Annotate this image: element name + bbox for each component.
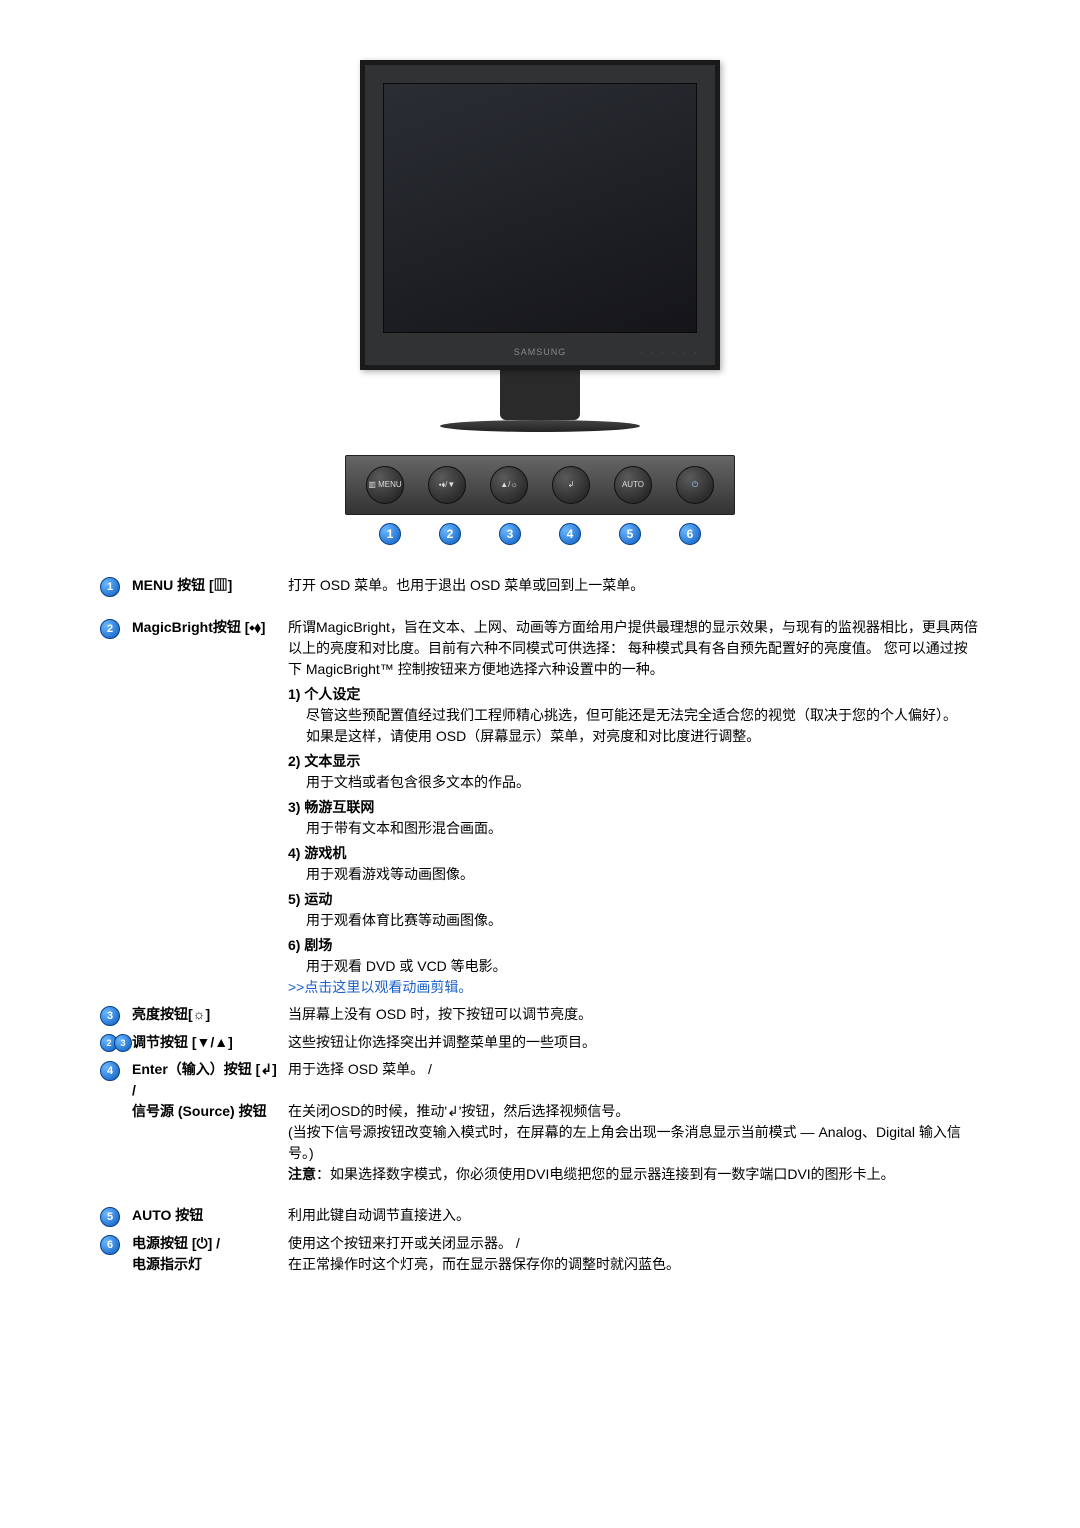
badge-6: 6 [100, 1235, 120, 1255]
up-brightness-button-icon: ▲/☼ [490, 466, 528, 504]
badge-2: 2 [100, 619, 120, 639]
descriptions-list: 1 MENU 按钮 [▥] 打开 OSD 菜单。也用于退出 OSD 菜单或回到上… [100, 575, 980, 1275]
mode-5-desc: 用于观看体育比赛等动画图像。 [288, 910, 980, 931]
label-power-line2: 电源指示灯 [132, 1256, 202, 1272]
item-row-6: 6 电源按钮 [⏻] / 电源指示灯 使用这个按钮来打开或关闭显示器。 / 在正… [100, 1233, 980, 1275]
label-magicbright-button: MagicBright按钮 [⬩⬧] [132, 617, 288, 998]
power-button-icon: ⏻ [676, 466, 714, 504]
magicbright-intro: 所谓MagicBright，旨在文本、上网、动画等方面给用户提供最理想的显示效果… [288, 619, 978, 677]
callout-3: 3 [499, 523, 521, 545]
mode-2-desc: 用于文档或者包含很多文本的作品。 [288, 772, 980, 793]
monitor-indicator-dots: · · · · · · [640, 348, 700, 357]
magicbright-modes: 1) 个人设定 尽管这些预配置值经过我们工程师精心挑选，但可能还是无法完全适合您… [288, 684, 980, 977]
mode-6-title: 6) 剧场 [288, 935, 980, 956]
mode-4-title: 4) 游戏机 [288, 843, 980, 864]
desc-auto-button: 利用此键自动调节直接进入。 [288, 1205, 980, 1227]
animation-clip-link[interactable]: >>点击这里以观看动画剪辑。 [288, 977, 980, 998]
label-menu-button: MENU 按钮 [▥] [132, 575, 288, 597]
callout-4: 4 [559, 523, 581, 545]
badge-3-small: 3 [114, 1034, 132, 1052]
mode-2-title: 2) 文本显示 [288, 751, 980, 772]
label-power-button: 电源按钮 [⏻] / 电源指示灯 [132, 1233, 288, 1275]
desc-source-line1: 在关闭OSD的时候，推动'↲'按钮，然后选择视频信号。 [288, 1103, 629, 1119]
monitor-frame: SAMSUNG · · · · · · [360, 60, 720, 370]
item-row-4: 4 Enter（输入）按钮 [↲] / 信号源 (Source) 按钮 用于选择… [100, 1059, 980, 1185]
monitor-button-bar: ▥ MENU ⬩⬧/▼ ▲/☼ ↲ AUTO ⏻ [345, 455, 735, 515]
magicbright-down-button-icon: ⬩⬧/▼ [428, 466, 466, 504]
auto-button-icon: AUTO [614, 466, 652, 504]
menu-button-icon: ▥ MENU [366, 466, 404, 504]
label-adjust-buttons: 调节按钮 [▼/▲] [132, 1032, 288, 1053]
callout-6: 6 [679, 523, 701, 545]
button-number-row: 1 2 3 4 5 6 [352, 523, 728, 545]
manual-page: SAMSUNG · · · · · · ▥ MENU ⬩⬧/▼ ▲/☼ ↲ AU… [0, 0, 1080, 1361]
monitor-illustration: SAMSUNG · · · · · · ▥ MENU ⬩⬧/▼ ▲/☼ ↲ AU… [100, 60, 980, 545]
label-power-line1: 电源按钮 [⏻] / [132, 1235, 220, 1251]
item-row-3: 3 亮度按钮[☼] 当屏幕上没有 OSD 时，按下按钮可以调节亮度。 [100, 1004, 980, 1026]
mode-1-desc-line1: 尽管这些预配置值经过我们工程师精心挑选，但可能还是无法完全适合您的视觉（取决于您… [306, 707, 957, 723]
mode-4-desc: 用于观看游戏等动画图像。 [288, 864, 980, 885]
badge-5: 5 [100, 1207, 120, 1227]
badge-2-3: 23 [100, 1034, 132, 1052]
label-brightness-button: 亮度按钮[☼] [132, 1004, 288, 1026]
callout-1: 1 [379, 523, 401, 545]
mode-3-desc: 用于带有文本和图形混合画面。 [288, 818, 980, 839]
callout-5: 5 [619, 523, 641, 545]
mode-3-title: 3) 畅游互联网 [288, 797, 980, 818]
badge-3: 3 [100, 1006, 120, 1026]
label-source-button: 信号源 (Source) 按钮 [132, 1103, 267, 1119]
monitor-screen [383, 83, 697, 333]
mode-1-desc-line2: 如果是这样，请使用 OSD（屏幕显示）菜单，对亮度和对比度进行调整。 [306, 728, 760, 744]
desc-menu-button: 打开 OSD 菜单。也用于退出 OSD 菜单或回到上一菜单。 [288, 575, 980, 597]
mode-1-desc: 尽管这些预配置值经过我们工程师精心挑选，但可能还是无法完全适合您的视觉（取决于您… [288, 705, 980, 747]
desc-magicbright-button: 所谓MagicBright，旨在文本、上网、动画等方面给用户提供最理想的显示效果… [288, 617, 980, 998]
item-row-2-3: 23 调节按钮 [▼/▲] 这些按钮让你选择突出并调整菜单里的一些项目。 [100, 1032, 980, 1053]
desc-source-line2: (当按下信号源按钮改变输入模式时，在屏幕的左上角会出现一条消息显示当前模式 — … [288, 1124, 961, 1161]
mode-6-desc: 用于观看 DVD 或 VCD 等电影。 [288, 956, 980, 977]
label-enter-source-button: Enter（输入）按钮 [↲] / 信号源 (Source) 按钮 [132, 1059, 288, 1185]
item-row-2: 2 MagicBright按钮 [⬩⬧] 所谓MagicBright，旨在文本、… [100, 617, 980, 998]
desc-power-line2: 在正常操作时这个灯亮，而在显示器保存你的调整时就闪蓝色。 [288, 1256, 680, 1272]
mode-1-title: 1) 个人设定 [288, 684, 980, 705]
monitor-brand-label: SAMSUNG [514, 347, 567, 357]
label-auto-button: AUTO 按钮 [132, 1205, 288, 1227]
note-label: 注意 [288, 1166, 316, 1182]
item-row-5: 5 AUTO 按钮 利用此键自动调节直接进入。 [100, 1205, 980, 1227]
desc-adjust-buttons: 这些按钮让你选择突出并调整菜单里的一些项目。 [288, 1032, 980, 1053]
item-row-1: 1 MENU 按钮 [▥] 打开 OSD 菜单。也用于退出 OSD 菜单或回到上… [100, 575, 980, 597]
badge-4: 4 [100, 1061, 120, 1081]
note-text: ：如果选择数字模式，你必须使用DVI电缆把您的显示器连接到有一数字端口DVI的图… [316, 1166, 895, 1182]
mode-5-title: 5) 运动 [288, 889, 980, 910]
badge-1: 1 [100, 577, 120, 597]
monitor-stand [500, 370, 580, 420]
desc-power-button: 使用这个按钮来打开或关闭显示器。 / 在正常操作时这个灯亮，而在显示器保存你的调… [288, 1233, 980, 1275]
monitor-base [440, 420, 640, 432]
desc-enter-source-button: 用于选择 OSD 菜单。 / 在关闭OSD的时候，推动'↲'按钮，然后选择视频信… [288, 1059, 980, 1185]
desc-power-line1: 使用这个按钮来打开或关闭显示器。 / [288, 1235, 520, 1251]
enter-button-icon: ↲ [552, 466, 590, 504]
monitor-graphic: SAMSUNG · · · · · · [360, 60, 720, 432]
desc-enter-line1: 用于选择 OSD 菜单。 / [288, 1061, 432, 1077]
desc-brightness-button: 当屏幕上没有 OSD 时，按下按钮可以调节亮度。 [288, 1004, 980, 1026]
label-enter-button: Enter（输入）按钮 [↲] / [132, 1061, 277, 1098]
callout-2: 2 [439, 523, 461, 545]
